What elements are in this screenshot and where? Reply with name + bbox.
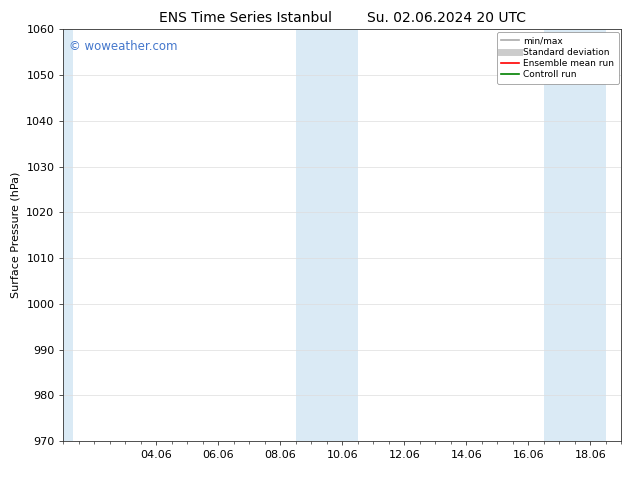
Legend: min/max, Standard deviation, Ensemble mean run, Controll run: min/max, Standard deviation, Ensemble me… [497,32,619,84]
Bar [544,29,606,441]
Bar [296,29,358,441]
Y-axis label: Surface Pressure (hPa): Surface Pressure (hPa) [11,172,21,298]
Bar [63,29,73,441]
Title: ENS Time Series Istanbul        Su. 02.06.2024 20 UTC: ENS Time Series Istanbul Su. 02.06.2024 … [159,11,526,25]
Text: © woweather.com: © woweather.com [69,40,178,53]
